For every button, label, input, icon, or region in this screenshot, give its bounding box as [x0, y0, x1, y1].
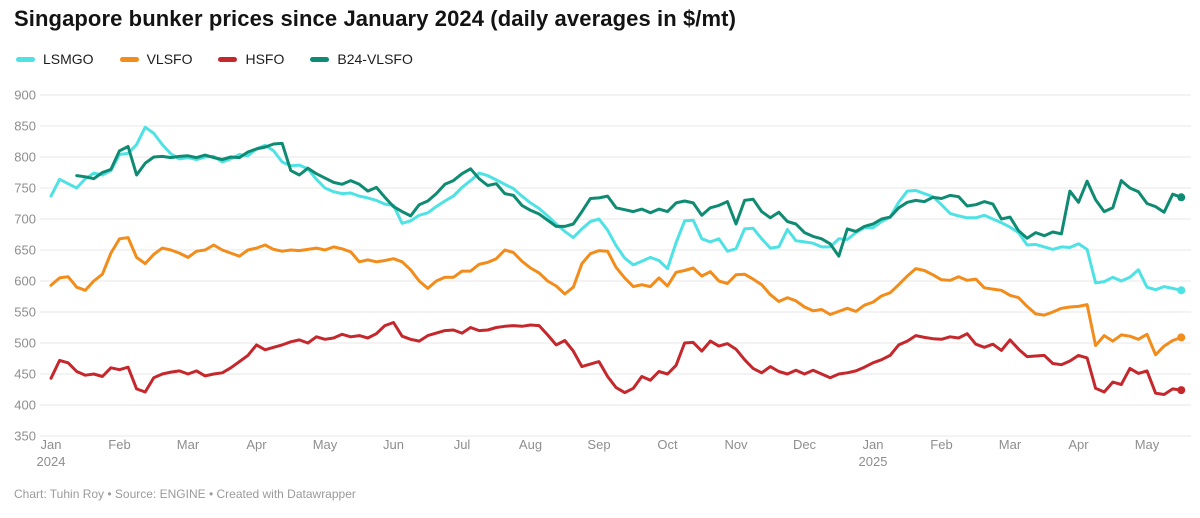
legend-item-lsmgo: LSMGO — [16, 51, 94, 67]
y-tick-label-700: 700 — [14, 212, 36, 227]
y-tick-label-500: 500 — [14, 336, 36, 351]
legend: LSMGO VLSFO HSFO B24-VLSFO — [16, 51, 413, 67]
series-line-hsfo — [49, 321, 1183, 396]
series-line-b24-vlsfo — [75, 141, 1183, 258]
x-tick-label-Jan2025: Jan — [863, 437, 884, 452]
legend-swatch-hsfo — [218, 56, 238, 62]
x-tick-label-Mar: Mar — [177, 437, 200, 452]
legend-label-vlsfo: VLSFO — [146, 51, 193, 67]
x-tick-label-Apr: Apr — [1068, 437, 1089, 452]
y-tick-label-400: 400 — [14, 398, 36, 413]
series-end-dot-lsmgo — [1177, 286, 1186, 295]
series-end-dot-b24-vlsfo — [1177, 193, 1186, 202]
legend-item-vlsfo: VLSFO — [119, 51, 193, 67]
series-end-dot-vlsfo — [1177, 333, 1186, 342]
legend-label-b24-vlsfo: B24-VLSFO — [337, 51, 413, 67]
legend-item-b24-vlsfo: B24-VLSFO — [310, 51, 413, 67]
y-tick-label-800: 800 — [14, 150, 36, 165]
legend-item-hsfo: HSFO — [218, 51, 284, 67]
x-tick-label-Jan2024: Jan — [41, 437, 62, 452]
y-tick-label-600: 600 — [14, 274, 36, 289]
legend-label-lsmgo: LSMGO — [43, 51, 94, 67]
x-tick-label-Dec: Dec — [793, 437, 817, 452]
x-tick-label-Jul: Jul — [454, 437, 471, 452]
legend-swatch-b24-vlsfo — [310, 56, 330, 62]
series-end-dot-hsfo — [1177, 386, 1186, 395]
legend-swatch-lsmgo — [16, 56, 35, 62]
x-tick-label-Oct: Oct — [657, 437, 678, 452]
legend-label-hsfo: HSFO — [245, 51, 285, 67]
x-tick-label-Sep: Sep — [587, 437, 610, 452]
y-tick-label-350: 350 — [14, 429, 36, 444]
x-tick-year-2024: 2024 — [37, 454, 66, 469]
x-tick-label-Apr: Apr — [246, 437, 267, 452]
y-tick-label-900: 900 — [14, 88, 36, 103]
x-tick-label-Nov: Nov — [724, 437, 748, 452]
x-tick-label-Jun: Jun — [383, 437, 404, 452]
series-line-vlsfo — [49, 236, 1183, 357]
x-tick-label-May: May — [1135, 437, 1160, 452]
y-tick-label-550: 550 — [14, 305, 36, 320]
x-tick-year-2025: 2025 — [859, 454, 888, 469]
legend-swatch-vlsfo — [119, 56, 139, 62]
x-tick-label-Aug: Aug — [519, 437, 542, 452]
y-tick-label-850: 850 — [14, 119, 36, 134]
y-tick-label-450: 450 — [14, 367, 36, 382]
chart-title: Singapore bunker prices since January 20… — [14, 6, 737, 31]
y-tick-label-750: 750 — [14, 181, 36, 196]
x-tick-label-Mar: Mar — [999, 437, 1022, 452]
chart-footer: Chart: Tuhin Roy • Source: ENGINE • Crea… — [14, 487, 356, 501]
x-tick-label-Feb: Feb — [108, 437, 130, 452]
x-tick-label-Feb: Feb — [930, 437, 952, 452]
x-tick-label-May: May — [313, 437, 338, 452]
y-tick-label-650: 650 — [14, 243, 36, 258]
series-line-lsmgo — [49, 125, 1183, 292]
